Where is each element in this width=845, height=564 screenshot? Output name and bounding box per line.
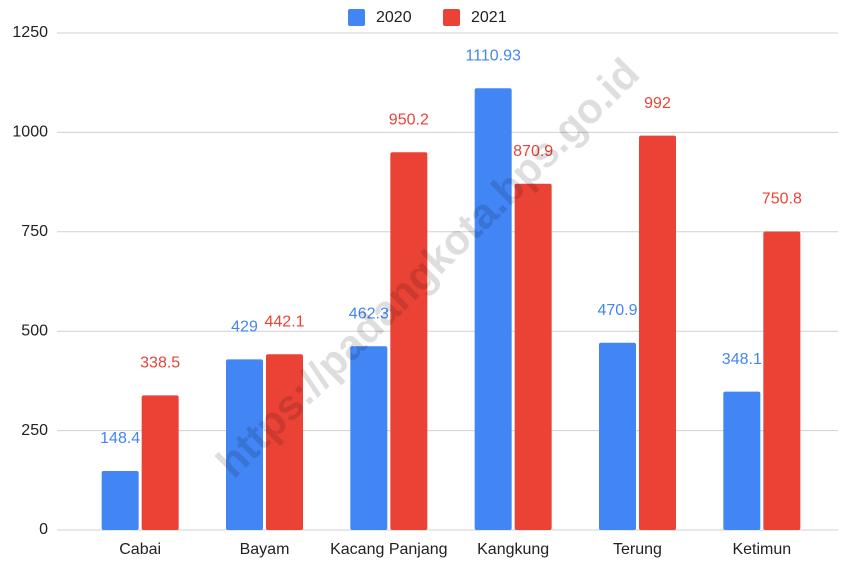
data-label: 429: [231, 319, 258, 336]
y-tick-label: 750: [21, 223, 48, 240]
bar: [763, 231, 801, 530]
x-tick-label: Kangkung: [477, 541, 549, 558]
x-tick-label: Ketimun: [732, 541, 791, 558]
y-tick-label: 500: [21, 322, 48, 339]
bar: [101, 470, 139, 530]
data-label: 1110.93: [465, 48, 521, 65]
data-label: 750.8: [762, 191, 802, 208]
x-tick-label: Terung: [613, 541, 662, 558]
x-tick-label: Bayam: [240, 541, 290, 558]
legend-swatch: [443, 9, 460, 26]
data-label: 950.2: [389, 111, 429, 128]
y-tick-label: 250: [21, 422, 48, 439]
y-tick-label: 0: [39, 521, 48, 538]
bar: [474, 88, 512, 530]
bar: [514, 183, 552, 530]
data-label: 470.9: [597, 302, 637, 319]
bar: [723, 391, 761, 530]
x-tick-label: Cabai: [119, 541, 161, 558]
data-label: 442.1: [264, 313, 304, 330]
y-tick-label: 1250: [12, 24, 48, 41]
data-label: 870.9: [513, 143, 553, 160]
y-tick-label: 1000: [12, 124, 48, 141]
data-label: 992: [644, 95, 671, 112]
legend-swatch: [348, 9, 365, 26]
data-label: 148.4: [100, 430, 140, 447]
legend-label: 2021: [471, 9, 507, 26]
bar: [266, 354, 303, 530]
bar: [599, 342, 636, 530]
data-label: 462.3: [349, 305, 389, 322]
data-label: 348.1: [722, 351, 762, 368]
legend-label: 2020: [376, 9, 412, 26]
bar: [226, 359, 263, 530]
data-label: 338.5: [140, 355, 180, 372]
bar: [639, 135, 676, 530]
bar: [390, 152, 428, 530]
x-tick-label: Kacang Panjang: [330, 541, 447, 558]
bar: [350, 346, 388, 530]
bar: [141, 395, 179, 530]
